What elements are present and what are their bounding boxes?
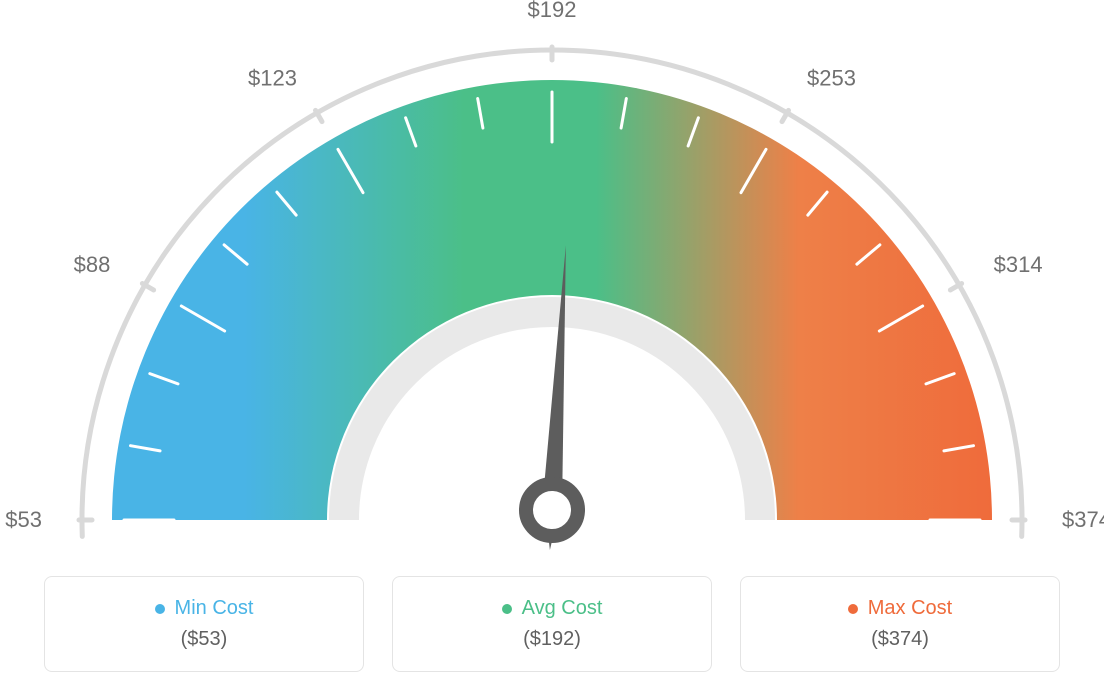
legend-value: ($192)	[523, 628, 581, 651]
legend-card-max: Max Cost ($374)	[740, 576, 1060, 672]
legend-title-min: Min Cost	[155, 597, 254, 620]
legend-label: Max Cost	[868, 597, 952, 620]
legend-title-max: Max Cost	[848, 597, 952, 620]
gauge-chart: $53 $88 $123 $192 $253 $314 $374	[0, 0, 1104, 560]
legend-label: Avg Cost	[522, 597, 603, 620]
legend-card-min: Min Cost ($53)	[44, 576, 364, 672]
cost-gauge-container: $53 $88 $123 $192 $253 $314 $374 Min Cost ($53…	[0, 0, 1104, 690]
legend-value: ($53)	[181, 628, 228, 651]
legend-dot-icon	[502, 604, 512, 614]
legend-card-avg: Avg Cost ($192)	[392, 576, 712, 672]
gauge-tick-label: $53	[5, 507, 42, 532]
gauge-tick-label: $253	[807, 65, 856, 90]
legend-dot-icon	[848, 604, 858, 614]
gauge-tick-label: $374	[1062, 507, 1104, 532]
gauge-tick-label: $192	[528, 0, 577, 22]
gauge-tick-label: $314	[994, 252, 1043, 277]
legend-dot-icon	[155, 604, 165, 614]
gauge-tick-label: $88	[74, 252, 111, 277]
gauge-tick-label: $123	[248, 65, 297, 90]
legend-row: Min Cost ($53) Avg Cost ($192) Max Cost …	[0, 576, 1104, 672]
legend-label: Min Cost	[175, 597, 254, 620]
legend-value: ($374)	[871, 628, 929, 651]
legend-title-avg: Avg Cost	[502, 597, 603, 620]
